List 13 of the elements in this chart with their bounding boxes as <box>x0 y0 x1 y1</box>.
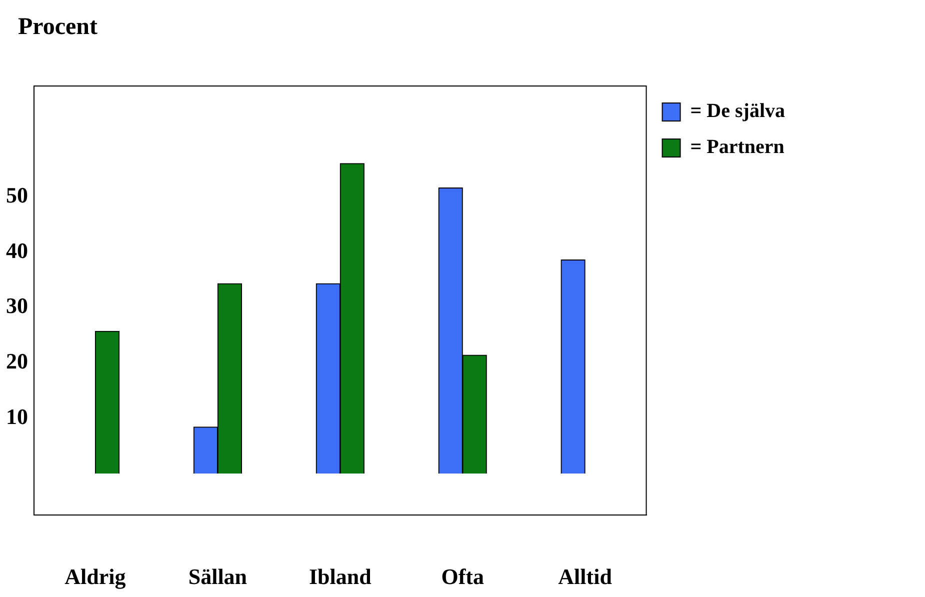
x-tick-label: Ofta <box>441 564 484 589</box>
y-tick-label: 10 <box>6 404 28 429</box>
x-tick-label: Aldrig <box>64 564 126 589</box>
x-tick-label: Alltid <box>558 564 612 589</box>
chart-title: Procent <box>18 14 98 41</box>
y-tick-label: 40 <box>6 238 28 263</box>
x-tick-label: Sällan <box>188 564 248 589</box>
y-tick-label: 20 <box>6 348 28 374</box>
legend-label: = De själva <box>690 100 785 122</box>
y-tick-label: 50 <box>6 182 28 208</box>
y-tick-label: 30 <box>6 293 28 318</box>
legend-label: = Partnern <box>690 136 784 158</box>
x-tick-label: Ibland <box>308 564 372 589</box>
